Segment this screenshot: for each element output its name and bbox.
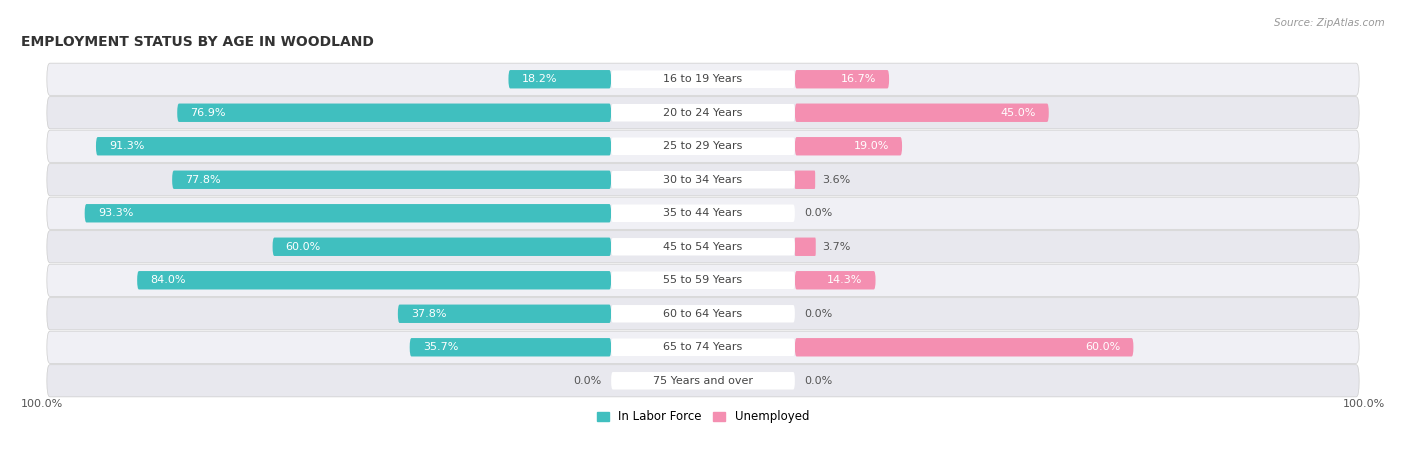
FancyBboxPatch shape <box>84 204 612 222</box>
FancyBboxPatch shape <box>612 204 794 222</box>
Text: 35.7%: 35.7% <box>423 342 458 352</box>
Text: 18.2%: 18.2% <box>522 74 557 84</box>
FancyBboxPatch shape <box>46 63 1360 95</box>
FancyBboxPatch shape <box>46 230 1360 263</box>
FancyBboxPatch shape <box>138 271 612 290</box>
Text: 35 to 44 Years: 35 to 44 Years <box>664 208 742 218</box>
FancyBboxPatch shape <box>273 238 612 256</box>
FancyBboxPatch shape <box>794 238 815 256</box>
Text: 20 to 24 Years: 20 to 24 Years <box>664 108 742 118</box>
Text: 93.3%: 93.3% <box>98 208 134 218</box>
FancyBboxPatch shape <box>794 104 1049 122</box>
FancyBboxPatch shape <box>46 97 1360 129</box>
Text: 91.3%: 91.3% <box>110 141 145 151</box>
Text: 45.0%: 45.0% <box>1000 108 1036 118</box>
FancyBboxPatch shape <box>96 137 612 156</box>
FancyBboxPatch shape <box>612 138 794 155</box>
FancyBboxPatch shape <box>794 338 1133 356</box>
FancyBboxPatch shape <box>794 137 903 156</box>
FancyBboxPatch shape <box>409 338 612 356</box>
Text: 77.8%: 77.8% <box>186 175 221 185</box>
FancyBboxPatch shape <box>172 170 612 189</box>
Text: 0.0%: 0.0% <box>574 376 602 386</box>
Text: 0.0%: 0.0% <box>804 208 832 218</box>
FancyBboxPatch shape <box>794 271 876 290</box>
FancyBboxPatch shape <box>46 197 1360 230</box>
Text: EMPLOYMENT STATUS BY AGE IN WOODLAND: EMPLOYMENT STATUS BY AGE IN WOODLAND <box>21 35 374 49</box>
Text: 76.9%: 76.9% <box>190 108 226 118</box>
Text: 30 to 34 Years: 30 to 34 Years <box>664 175 742 185</box>
Text: 16 to 19 Years: 16 to 19 Years <box>664 74 742 84</box>
Text: 45 to 54 Years: 45 to 54 Years <box>664 242 742 252</box>
Text: 0.0%: 0.0% <box>804 309 832 319</box>
Text: 19.0%: 19.0% <box>853 141 889 151</box>
Text: 100.0%: 100.0% <box>1343 399 1385 409</box>
Text: 60.0%: 60.0% <box>1085 342 1121 352</box>
Text: 14.3%: 14.3% <box>827 275 862 285</box>
Text: 75 Years and over: 75 Years and over <box>652 376 754 386</box>
Text: 65 to 74 Years: 65 to 74 Years <box>664 342 742 352</box>
Text: 60 to 64 Years: 60 to 64 Years <box>664 309 742 319</box>
Text: 3.7%: 3.7% <box>823 242 851 252</box>
FancyBboxPatch shape <box>612 104 794 121</box>
FancyBboxPatch shape <box>612 238 794 256</box>
FancyBboxPatch shape <box>612 372 794 390</box>
FancyBboxPatch shape <box>46 264 1360 296</box>
FancyBboxPatch shape <box>398 304 612 323</box>
Text: 100.0%: 100.0% <box>21 399 63 409</box>
FancyBboxPatch shape <box>46 164 1360 196</box>
FancyBboxPatch shape <box>46 331 1360 364</box>
Text: 16.7%: 16.7% <box>841 74 876 84</box>
Text: 60.0%: 60.0% <box>285 242 321 252</box>
FancyBboxPatch shape <box>509 70 612 88</box>
FancyBboxPatch shape <box>46 130 1360 162</box>
Text: 37.8%: 37.8% <box>411 309 447 319</box>
Legend: In Labor Force, Unemployed: In Labor Force, Unemployed <box>592 406 814 428</box>
FancyBboxPatch shape <box>794 170 815 189</box>
Text: 55 to 59 Years: 55 to 59 Years <box>664 275 742 285</box>
Text: 3.6%: 3.6% <box>821 175 851 185</box>
Text: 84.0%: 84.0% <box>150 275 186 285</box>
FancyBboxPatch shape <box>177 104 612 122</box>
FancyBboxPatch shape <box>612 272 794 289</box>
Text: 25 to 29 Years: 25 to 29 Years <box>664 141 742 151</box>
FancyBboxPatch shape <box>794 70 889 88</box>
FancyBboxPatch shape <box>612 171 794 189</box>
FancyBboxPatch shape <box>46 298 1360 330</box>
Text: Source: ZipAtlas.com: Source: ZipAtlas.com <box>1274 18 1385 28</box>
FancyBboxPatch shape <box>46 365 1360 397</box>
FancyBboxPatch shape <box>612 70 794 88</box>
FancyBboxPatch shape <box>612 339 794 356</box>
Text: 0.0%: 0.0% <box>804 376 832 386</box>
FancyBboxPatch shape <box>612 305 794 322</box>
